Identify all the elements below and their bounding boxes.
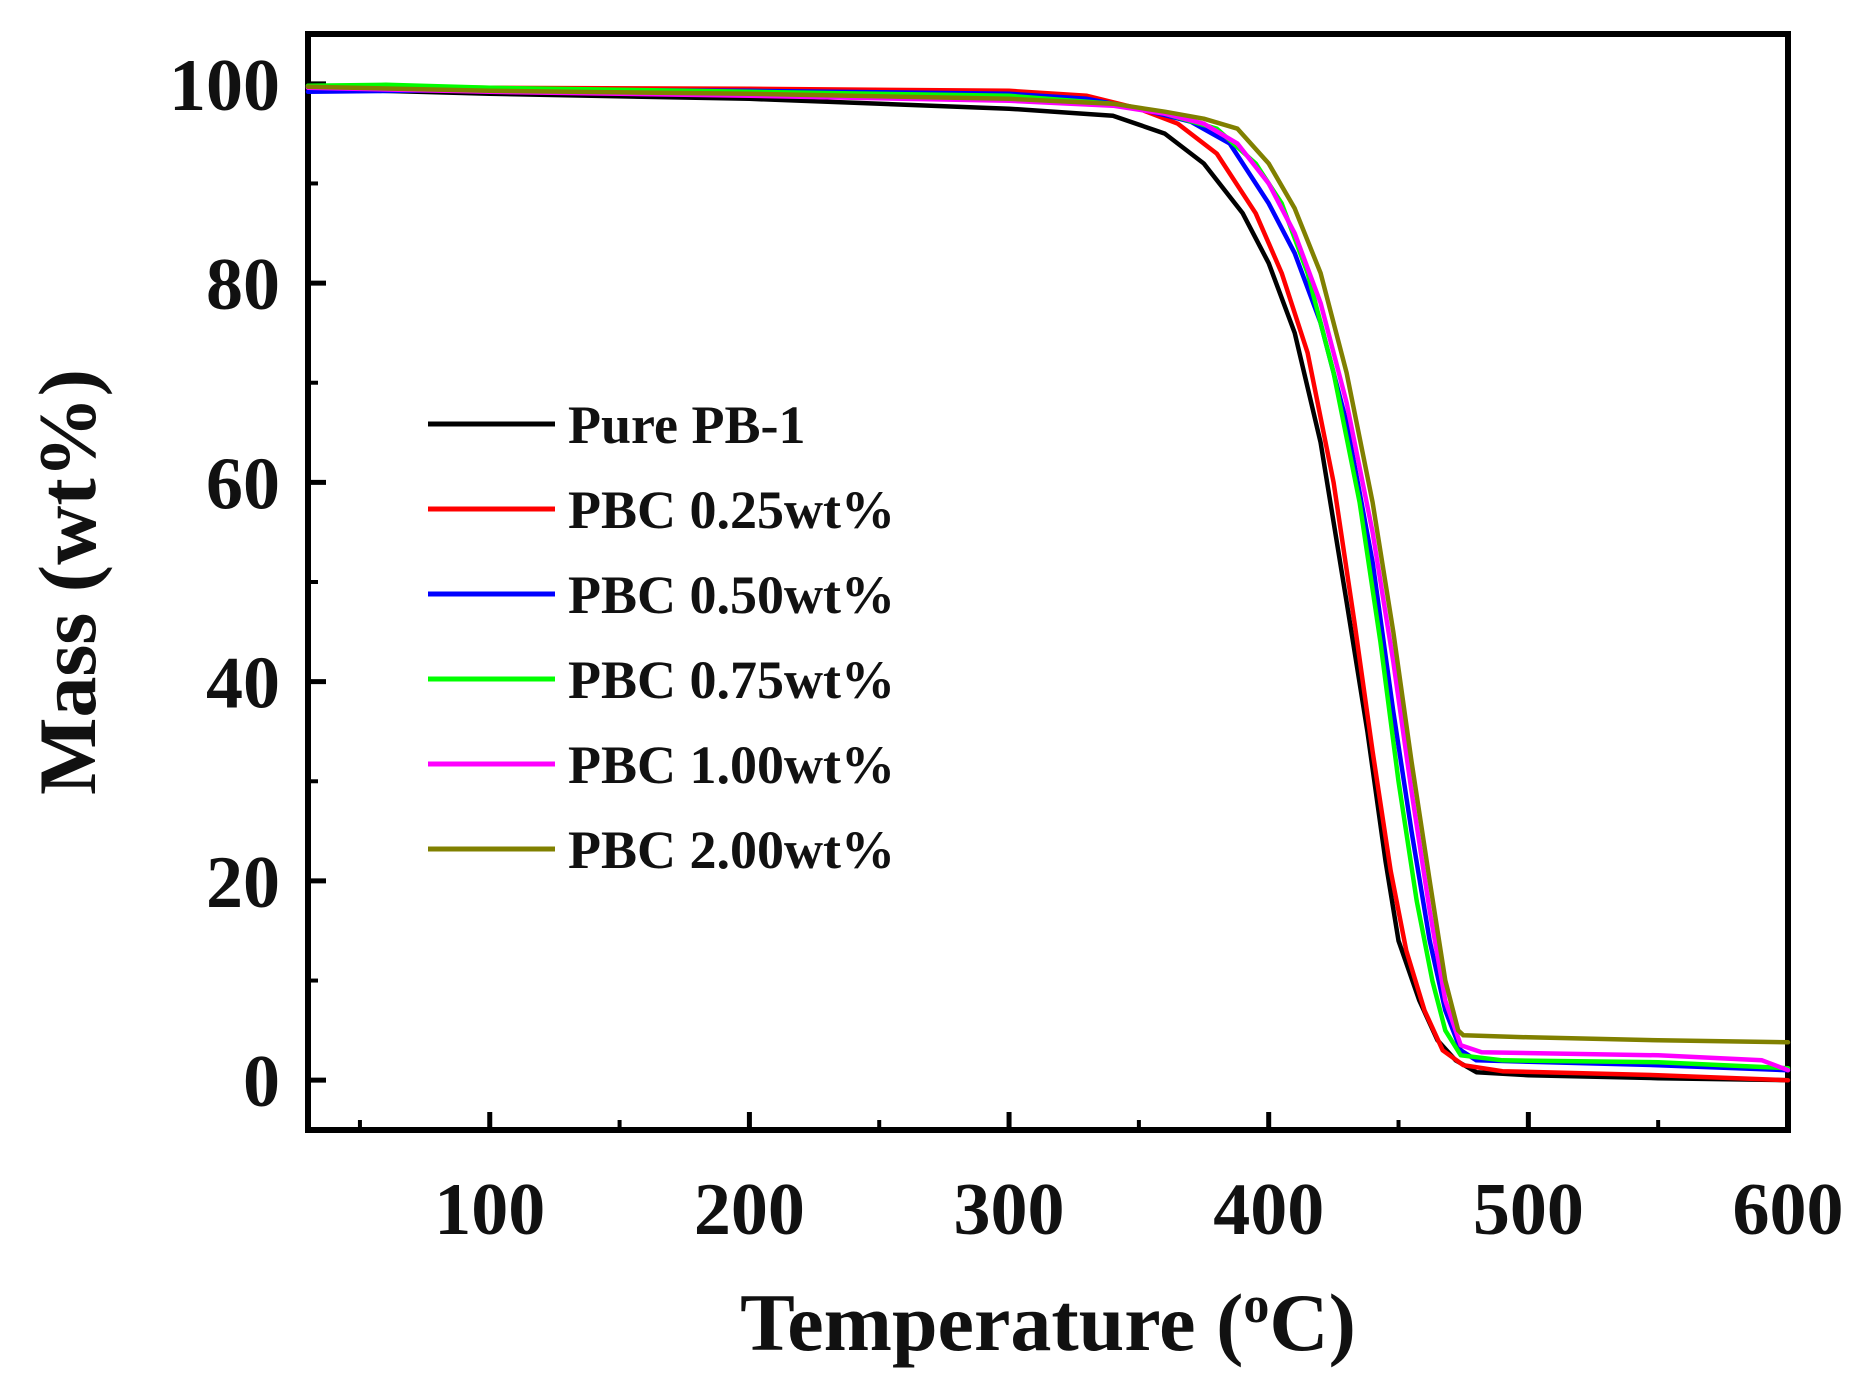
x-axis-title: Temperature (oC) [740,1277,1356,1368]
x-tick-label: 600 [1733,1169,1844,1251]
x-tick-label: 400 [1213,1169,1324,1251]
series-line-2 [305,83,1791,1083]
legend-label-1: Pure PB-1 [568,395,805,455]
series-line-3 [305,87,1791,1073]
y-tick-label: 40 [206,643,280,725]
legend-label-3: PBC 0.50wt% [568,565,895,625]
legend-label-4: PBC 0.75wt% [568,650,895,710]
axis-ticks: 100 200 300 400 500 600 0 20 40 60 80 100 [169,45,1844,1251]
legend-label-5: PBC 1.00wt% [568,735,895,795]
legend-label-2: PBC 0.25wt% [568,480,895,540]
series-layer [305,82,1791,1083]
plot-frame [305,31,1791,1133]
series-line-5 [305,85,1791,1073]
y-axis-title: Mass (wt%) [22,369,113,795]
series-line-4 [305,82,1791,1071]
x-tick-label: 200 [694,1169,805,1251]
legend: Pure PB-1 PBC 0.25wt% PBC 0.50wt% PBC 0.75w… [428,395,895,880]
y-tick-label: 0 [243,1041,280,1123]
series-line-1 [305,86,1791,1083]
x-tick-label: 500 [1473,1169,1584,1251]
y-tick-label: 20 [206,842,280,924]
x-tick-label: 100 [434,1169,545,1251]
y-tick-label: 60 [206,443,280,525]
legend-label-6: PBC 2.00wt% [568,820,895,880]
series-line-6 [305,84,1791,1045]
x-tick-label: 300 [954,1169,1065,1251]
y-tick-label: 80 [206,244,280,326]
y-tick-label: 100 [169,45,280,127]
